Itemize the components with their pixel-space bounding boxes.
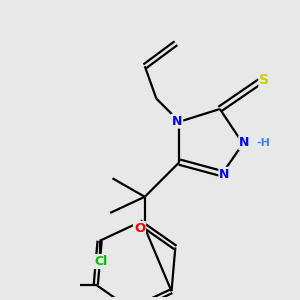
Text: S: S	[260, 74, 269, 87]
Text: -H: -H	[256, 138, 270, 148]
Text: O: O	[134, 222, 145, 235]
Text: Cl: Cl	[94, 255, 108, 268]
Text: N: N	[172, 115, 182, 128]
Text: N: N	[239, 136, 250, 149]
Text: N: N	[219, 168, 230, 181]
